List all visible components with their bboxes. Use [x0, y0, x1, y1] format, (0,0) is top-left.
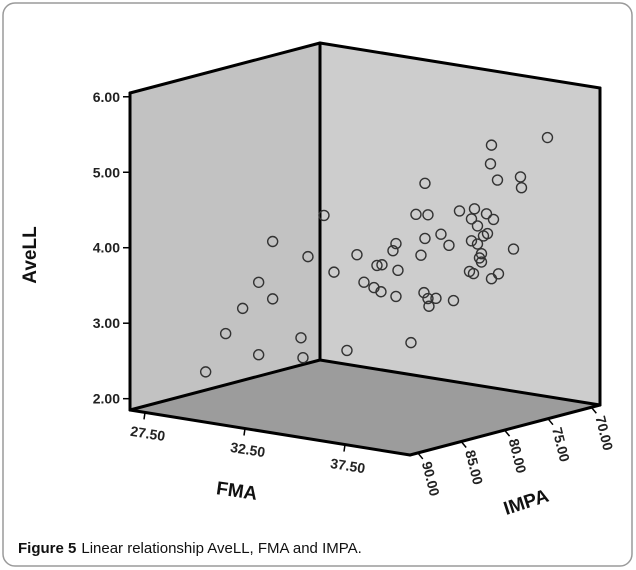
x-tick-label: 27.50: [129, 423, 166, 444]
point: [485, 139, 498, 151]
point: [422, 209, 434, 221]
box-edge: [318, 41, 602, 90]
point: [390, 290, 402, 303]
point: [473, 252, 486, 264]
point: [351, 248, 363, 261]
point: [341, 344, 353, 357]
point: [492, 268, 505, 280]
floor: [130, 360, 600, 455]
point: [419, 177, 431, 190]
point: [376, 259, 388, 271]
point: [375, 286, 387, 298]
point: [390, 237, 402, 250]
point: [422, 292, 434, 305]
point: [471, 220, 484, 232]
point: [484, 158, 497, 170]
point: [419, 232, 431, 245]
point: [266, 293, 279, 305]
y-tick-label: 3.00: [93, 315, 120, 331]
points: [199, 131, 554, 378]
point: [199, 366, 212, 378]
y-tick-label: 6.00: [93, 89, 120, 105]
back-wall: [320, 43, 600, 405]
point: [491, 174, 504, 186]
point: [236, 302, 249, 315]
point: [266, 235, 279, 248]
point: [477, 230, 490, 242]
caption: Figure 5 Linear relationship AveLL, FMA a…: [18, 540, 362, 557]
point: [423, 300, 435, 312]
x-tick-label: 37.50: [329, 455, 366, 476]
point: [443, 239, 455, 252]
y-tick-label: 5.00: [93, 164, 120, 180]
point: [318, 209, 330, 222]
point: [358, 276, 370, 288]
point: [447, 294, 460, 307]
point: [410, 208, 422, 221]
point: [465, 235, 478, 247]
point: [418, 286, 430, 299]
y-tick-label: 4.00: [93, 240, 120, 256]
point: [467, 267, 480, 280]
point: [302, 250, 314, 263]
point: [252, 349, 265, 361]
point: [297, 352, 309, 364]
point: [415, 249, 427, 261]
z-tick: [590, 406, 597, 414]
box-edge: [128, 41, 322, 95]
caption-text: Linear relationship AveLL, FMA and IMPA.: [81, 540, 361, 557]
point: [515, 181, 528, 194]
point: [465, 213, 478, 225]
point: [387, 244, 399, 257]
x-tick: [243, 428, 246, 436]
box-edge: [128, 408, 412, 457]
box-edge: [128, 358, 322, 412]
y-tick-label: 2.00: [93, 391, 120, 407]
caption-label: Figure 5: [18, 540, 76, 557]
point: [295, 332, 307, 344]
z-tick: [417, 452, 424, 460]
plot-box: [128, 41, 602, 457]
point: [328, 266, 340, 278]
point: [405, 336, 417, 349]
point: [468, 203, 481, 215]
point: [480, 208, 493, 220]
y-axis-title: AveLL: [20, 226, 41, 284]
point: [471, 238, 484, 250]
x-tick: [143, 412, 146, 420]
point: [392, 264, 404, 277]
box-edge: [318, 358, 602, 407]
x-tick-label: 32.50: [229, 439, 266, 460]
point: [219, 327, 232, 340]
z-tick: [547, 418, 554, 426]
left-wall: [130, 43, 320, 410]
point: [541, 131, 554, 144]
point: [453, 205, 466, 217]
point: [435, 228, 447, 240]
z-tick: [460, 441, 467, 449]
point: [514, 171, 527, 183]
point: [252, 276, 265, 288]
point: [507, 243, 520, 255]
point: [487, 213, 500, 226]
point: [430, 292, 442, 305]
point: [371, 259, 383, 272]
x-tick: [343, 444, 346, 452]
z-tick: [503, 429, 511, 437]
